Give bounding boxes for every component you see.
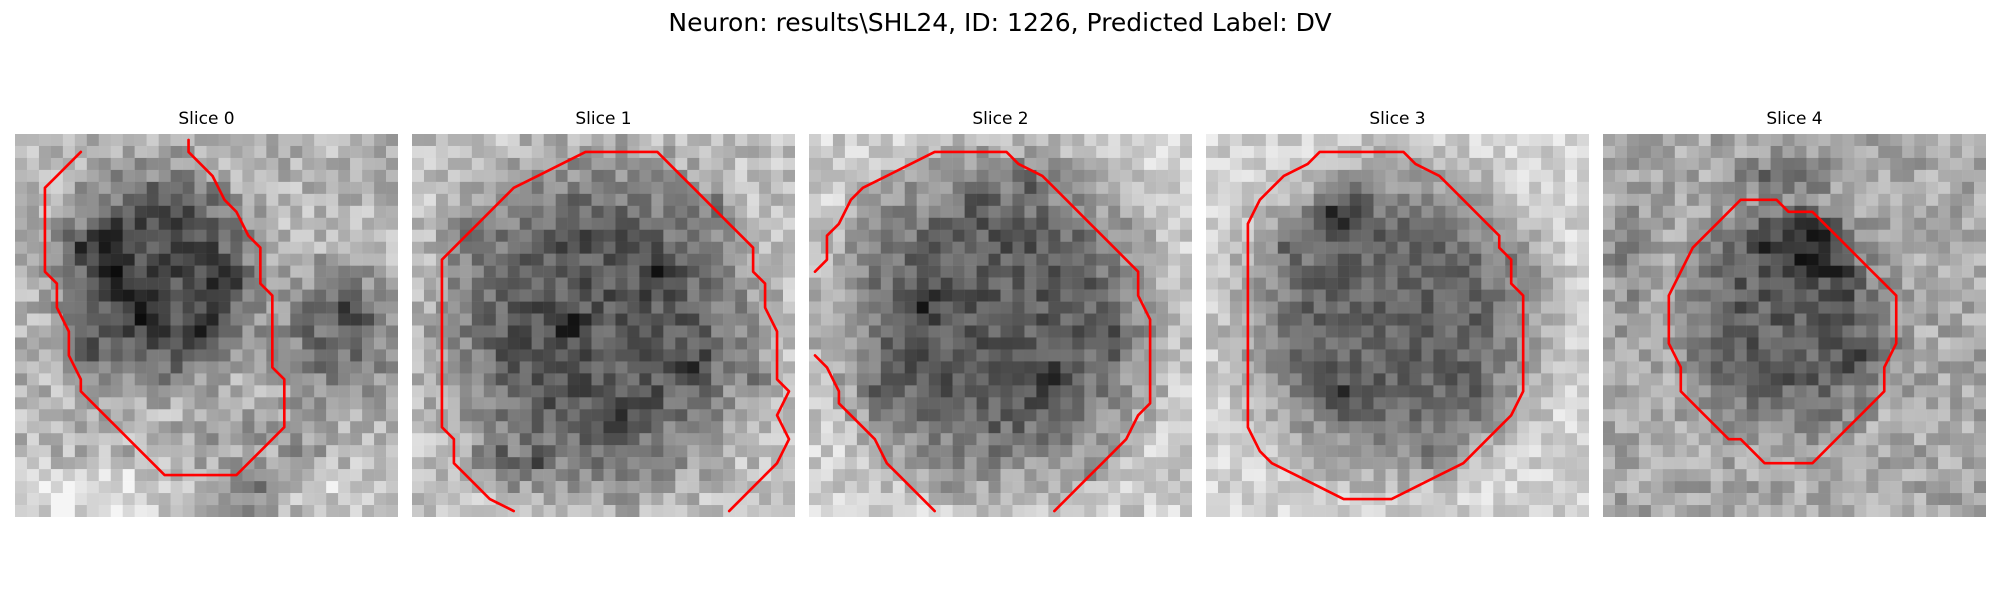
slice-pixels	[15, 134, 398, 517]
slice-title-4: Slice 4	[1766, 109, 1823, 129]
slice-panel-3: Slice 3	[1206, 108, 1589, 518]
slice-pixels	[1603, 134, 1986, 517]
neuron-contour	[440, 150, 791, 513]
slice-pixels	[809, 134, 1192, 517]
neuron-contour	[813, 150, 1152, 513]
neuron-contour	[1246, 150, 1525, 501]
slice-image-1	[412, 134, 795, 517]
slice-panel-4: Slice 4	[1603, 108, 1986, 518]
slice-title-2: Slice 2	[972, 109, 1029, 129]
slice-image-4	[1603, 134, 1986, 517]
slice-title-3: Slice 3	[1369, 109, 1426, 129]
slice-panel-1: Slice 1	[412, 108, 795, 518]
secondary-contour	[813, 354, 936, 513]
slice-image-2	[809, 134, 1192, 517]
slice-title-0: Slice 0	[178, 109, 235, 129]
slice-pixels	[1206, 134, 1589, 517]
neuron-contour	[43, 138, 286, 477]
slice-title-1: Slice 1	[575, 109, 632, 129]
slice-image-3	[1206, 134, 1589, 517]
slice-panel-0: Slice 0	[15, 108, 398, 518]
slice-image-0	[15, 134, 398, 517]
figure-title: Neuron: results\SHL24, ID: 1226, Predict…	[668, 8, 1332, 37]
slice-panel-2: Slice 2	[809, 108, 1192, 518]
slice-pixels	[412, 134, 795, 517]
neuron-contour	[1667, 198, 1898, 465]
